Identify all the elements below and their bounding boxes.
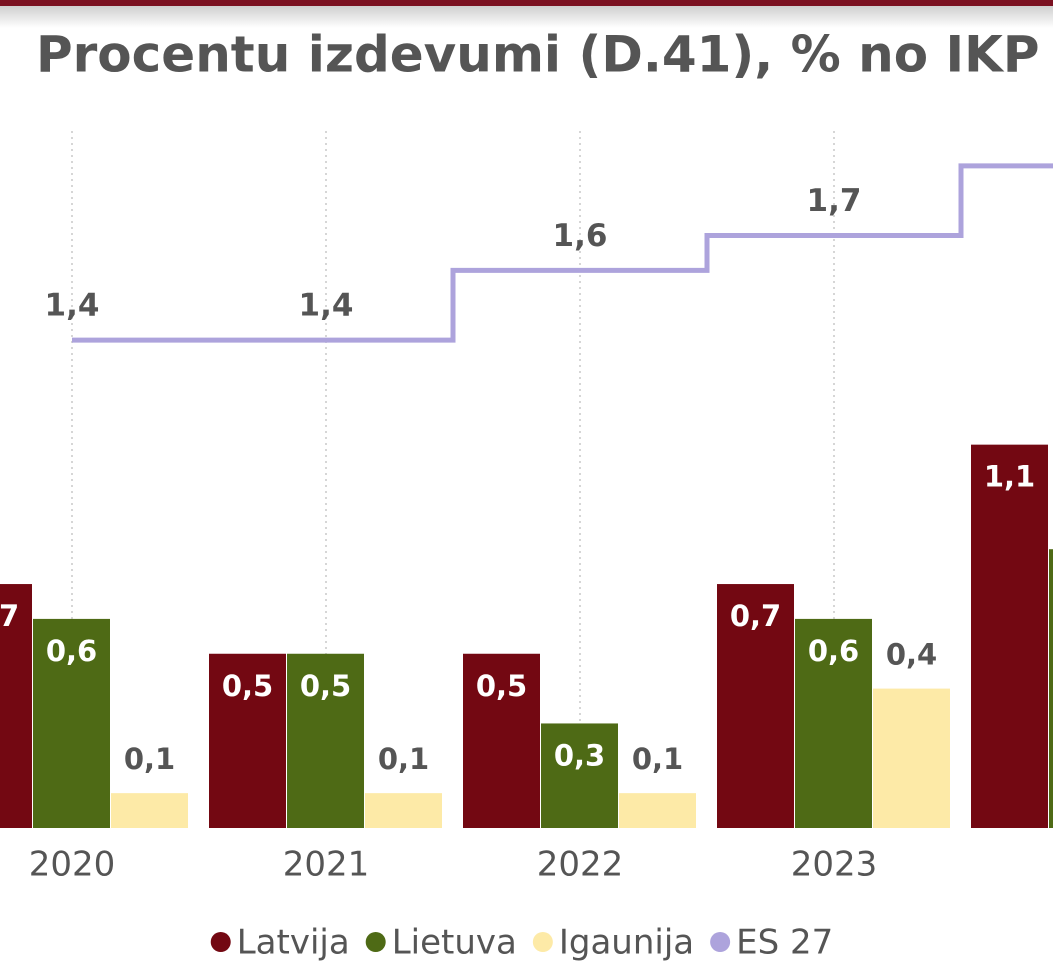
bar xyxy=(1049,549,1053,828)
data-label: 1,4 xyxy=(45,288,100,324)
data-label: 0,1 xyxy=(124,742,175,776)
data-label: 1,7 xyxy=(807,183,862,219)
legend-label: Lietuva xyxy=(392,923,517,963)
x-tick-label: 2021 xyxy=(283,845,370,885)
bar xyxy=(717,584,794,828)
bar xyxy=(795,618,872,828)
data-label: 0,5 xyxy=(300,669,351,703)
legend-marker xyxy=(710,932,731,952)
legend-marker xyxy=(210,932,231,952)
data-label: 1,6 xyxy=(553,218,608,254)
legend-label: Igaunija xyxy=(559,923,694,963)
legend-marker xyxy=(365,932,386,952)
legend: Latvija Lietuva Igaunija ES 27 xyxy=(210,923,833,963)
data-label: 0,6 xyxy=(46,634,97,668)
bar xyxy=(209,653,286,828)
x-tick-label: 2020 xyxy=(29,845,116,885)
bar xyxy=(873,688,950,828)
legend-label: ES 27 xyxy=(736,923,833,963)
bar xyxy=(463,653,540,828)
data-label: 0,7 xyxy=(0,599,19,633)
plot: 0,7 0,5 0,5 0,7 1,1 0,6 0,5 0,3 0,6 0,1 0,1 0,1 0,4 1… xyxy=(0,131,1053,885)
data-label: 0,4 xyxy=(886,638,937,672)
data-label: 0,5 xyxy=(222,669,273,703)
bar xyxy=(971,444,1048,828)
data-label: 0,6 xyxy=(808,634,859,668)
data-label: 0,1 xyxy=(632,742,683,776)
data-label: 0,7 xyxy=(730,599,781,633)
x-tick-label: 2022 xyxy=(537,845,624,885)
bar xyxy=(619,793,696,828)
data-label: 1,4 xyxy=(299,288,354,324)
legend-item: Latvija xyxy=(210,923,350,963)
step-line xyxy=(72,163,1053,343)
data-label: 0,1 xyxy=(378,742,429,776)
x-tick-label: 2023 xyxy=(791,845,878,885)
legend-marker xyxy=(532,932,553,952)
top-bar xyxy=(0,0,1053,6)
data-label: 0,5 xyxy=(476,669,527,703)
chart-title: Procentu izdevumi (D.41), % no IKP xyxy=(36,26,1040,84)
legend-label: Latvija xyxy=(237,923,350,963)
legend-item: ES 27 xyxy=(710,923,833,963)
bar xyxy=(33,618,110,828)
bar xyxy=(365,793,442,828)
bar xyxy=(287,653,364,828)
data-label: 0,3 xyxy=(554,738,605,772)
top-shadow xyxy=(0,6,1053,28)
bar xyxy=(111,793,188,828)
bar xyxy=(0,584,32,828)
bar xyxy=(541,723,618,828)
data-label: 1,1 xyxy=(984,460,1035,494)
legend-item: Lietuva xyxy=(365,923,517,963)
legend-item: Igaunija xyxy=(532,923,694,963)
